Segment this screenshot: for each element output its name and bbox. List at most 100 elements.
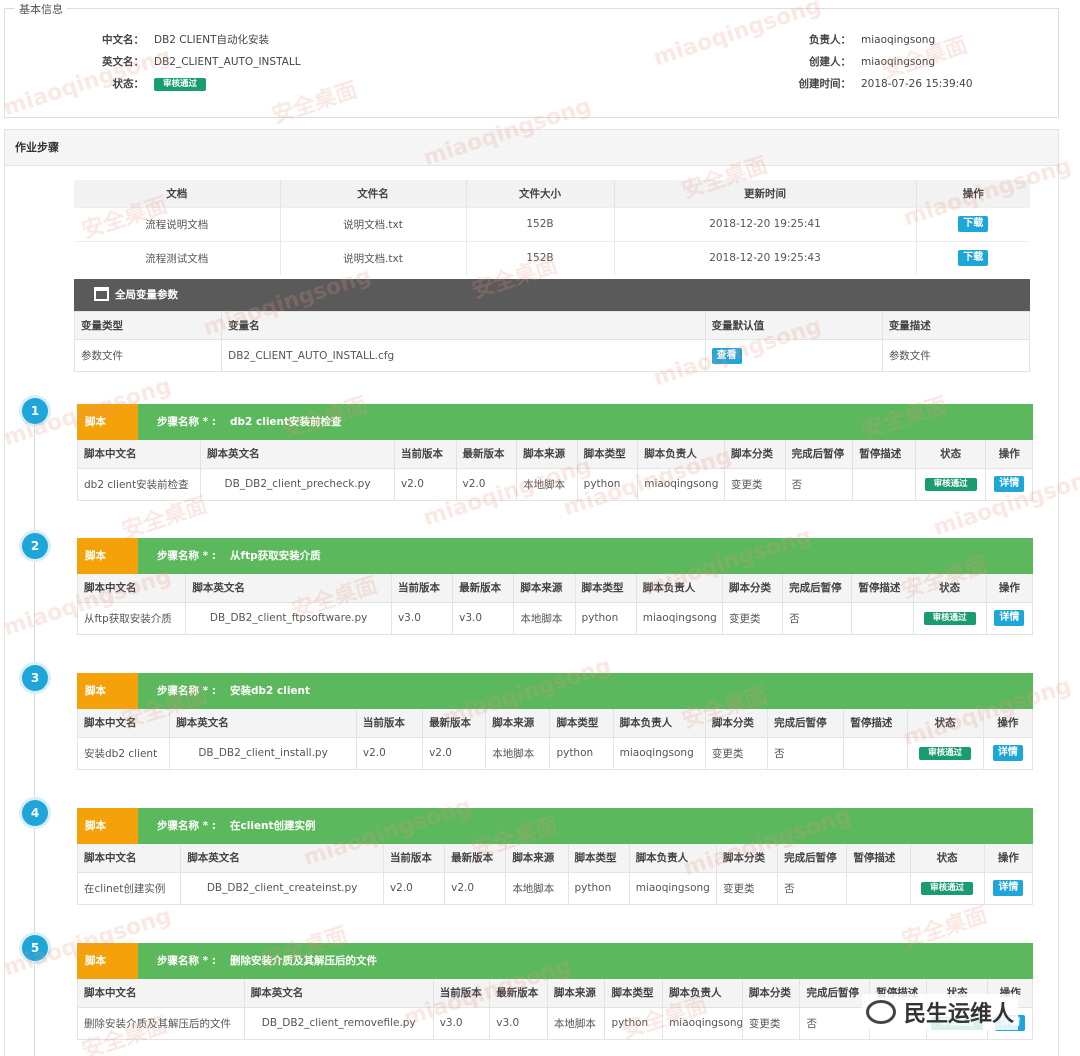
script-en-name-header: 脚本英文名 — [200, 440, 395, 468]
status-header: 状态 — [907, 709, 984, 737]
doc-name: 流程测试文档 — [74, 240, 281, 275]
status-header: 状态 — [910, 844, 985, 872]
script-category: 变更类 — [716, 871, 779, 904]
steps-panel-title: 作业步骤 — [5, 130, 1058, 166]
current-version-header: 当前版本 — [383, 844, 446, 872]
table-row: 安装db2 client DB_DB2_client_install.py v2.0… — [77, 736, 1033, 769]
step-name-label: 步骤名称 * : — [157, 685, 217, 697]
step-number-badge: 5 — [22, 935, 48, 961]
update-time: 2018-12-20 19:25:41 — [614, 206, 917, 241]
script-type: python — [575, 601, 637, 634]
step-script-table: 脚本中文名 脚本英文名 当前版本 最新版本 脚本来源 脚本类型 脚本负责人 脚本分类 完成后暂停… — [77, 440, 1033, 501]
detail-button[interactable]: 详情 — [994, 610, 1025, 626]
script-owner-header: 脚本负责人 — [636, 574, 723, 602]
latest-version-header: 最新版本 — [444, 844, 507, 872]
current-version-header: 当前版本 — [394, 440, 457, 468]
pause-desc-header: 暂停描述 — [846, 844, 911, 872]
script-type: python — [577, 467, 639, 500]
script-category-header: 脚本分类 — [724, 440, 786, 468]
table-row: 从ftp获取安装介质 DB_DB2_client_ftpsoftware.py v3… — [77, 601, 1033, 634]
view-button[interactable]: 查看 — [711, 347, 742, 364]
pause-after-header: 完成后暂停 — [767, 709, 845, 737]
script-tag: 脚本 — [77, 943, 138, 979]
pause-desc-header: 暂停描述 — [851, 574, 914, 602]
table-row: db2 client安装前检查 DB_DB2_client_precheck.py… — [77, 467, 1033, 500]
var-name: DB2_CLIENT_AUTO_INSTALL.cfg — [221, 339, 706, 372]
table-row: 流程说明文档 说明文档.txt 152B 2018-12-20 19:25:41… — [74, 206, 1030, 241]
script-cn-name: 在clinet创建实例 — [77, 871, 182, 904]
steps-panel: 作业步骤 — [4, 129, 1059, 1056]
script-type-header: 脚本类型 — [604, 979, 664, 1007]
script-type: python — [568, 871, 630, 904]
script-en-name: DB_DB2_client_install.py — [169, 736, 357, 769]
script-category-header: 脚本分类 — [705, 709, 769, 737]
step-script-table: 脚本中文名 脚本英文名 当前版本 最新版本 脚本来源 脚本类型 脚本负责人 脚本分类 完成后暂停… — [77, 979, 1033, 1040]
update-time: 2018-12-20 19:25:43 — [614, 240, 917, 275]
vars-header-row: 变量类型 变量名 变量默认值 变量描述 — [74, 311, 1031, 340]
creator-row: 创建人： miaoqingsong — [791, 53, 935, 71]
script-source: 本地脚本 — [513, 601, 576, 634]
script-type-header: 脚本类型 — [549, 709, 614, 737]
en-name-label: 英文名： — [102, 56, 144, 68]
step-title: 步骤名称 * : 安装db2 client — [157, 673, 310, 709]
detail-button[interactable]: 详情 — [992, 745, 1023, 761]
script-type-header: 脚本类型 — [577, 440, 639, 468]
script-source: 本地脚本 — [485, 736, 551, 769]
script-type-header: 脚本类型 — [575, 574, 637, 602]
script-cn-name-header: 脚本中文名 — [77, 440, 202, 468]
step-header-row: 脚本中文名 脚本英文名 当前版本 最新版本 脚本来源 脚本类型 脚本负责人 脚本分类 完成后暂停… — [77, 574, 1033, 602]
pause-after-header: 完成后暂停 — [799, 979, 871, 1007]
file-size: 152B — [466, 240, 615, 275]
step-header: 脚本 步骤名称 * : db2 client安装前检查 — [77, 404, 1033, 440]
detail-button[interactable]: 详情 — [994, 476, 1025, 492]
detail-button[interactable]: 详情 — [993, 880, 1024, 896]
current-version: v2.0 — [394, 467, 457, 500]
step-header-row: 脚本中文名 脚本英文名 当前版本 最新版本 脚本来源 脚本类型 脚本负责人 脚本分类 完成后暂停… — [77, 709, 1033, 737]
script-source: 本地脚本 — [547, 1006, 606, 1039]
owner-row: 负责人： miaoqingsong — [791, 31, 935, 49]
table-row: 参数文件 DB2_CLIENT_AUTO_INSTALL.cfg 查看 参数文件 — [74, 339, 1031, 372]
footer-logo-text: 民生运维人 — [904, 1002, 1015, 1027]
status-header: 状态 — [913, 574, 987, 602]
filename-col-header: 文件名 — [280, 180, 467, 207]
script-owner: miaoqingsong — [662, 1006, 743, 1039]
cn-name-value: DB2 CLIENT自动化安装 — [154, 34, 269, 46]
file-size: 152B — [466, 206, 615, 241]
pause-after: 否 — [799, 1006, 871, 1039]
current-version-header: 当前版本 — [433, 979, 491, 1007]
script-category: 变更类 — [705, 736, 769, 769]
step-number-badge: 2 — [22, 533, 48, 559]
pause-after: 否 — [785, 467, 854, 500]
latest-version: v2.0 — [422, 736, 487, 769]
latest-version: v3.0 — [452, 601, 515, 634]
doc-name: 流程说明文档 — [74, 206, 281, 241]
status-row: 状态： 审核通过 — [89, 75, 207, 93]
script-cn-name: 从ftp获取安装介质 — [77, 601, 187, 634]
script-cn-name: 安装db2 client — [77, 736, 171, 769]
created-value: 2018-07-26 15:39:40 — [861, 78, 973, 90]
latest-version: v2.0 — [444, 871, 507, 904]
table-row: 在clinet创建实例 DB_DB2_client_createinst.py v2… — [77, 871, 1033, 904]
step-name: db2 client安装前检查 — [230, 416, 342, 428]
basic-info-panel: 基本信息 中文名： DB2 CLIENT自动化安装 英文名： DB2_CLIENT_… — [4, 1, 1059, 118]
step-name: 在client创建实例 — [230, 820, 316, 832]
var-desc: 参数文件 — [882, 339, 1031, 372]
step-name-label: 步骤名称 * : — [157, 820, 217, 832]
step-number-badge: 3 — [22, 665, 48, 691]
script-en-name: DB_DB2_client_ftpsoftware.py — [185, 601, 392, 634]
en-name-value: DB2_CLIENT_AUTO_INSTALL — [154, 56, 301, 68]
step-block: 脚本 步骤名称 * : db2 client安装前检查 脚本中文名 脚本英文名 当前版本最… — [77, 404, 1033, 501]
latest-version-header: 最新版本 — [452, 574, 515, 602]
download-button[interactable]: 下载 — [958, 216, 989, 232]
action-header: 操作 — [983, 709, 1033, 737]
file-name: 说明文档.txt — [280, 206, 467, 241]
download-button[interactable]: 下载 — [958, 250, 989, 267]
step-name-label: 步骤名称 * : — [157, 416, 217, 428]
created-row: 创建时间： 2018-07-26 15:39:40 — [791, 75, 973, 93]
script-cn-name: 删除安装介质及其解压后的文件 — [77, 1006, 245, 1039]
latest-version: v2.0 — [456, 467, 518, 500]
step-title: 步骤名称 * : 从ftp获取安装介质 — [157, 538, 321, 574]
en-name-row: 英文名： DB2_CLIENT_AUTO_INSTALL — [89, 53, 301, 71]
status-label: 状态： — [112, 78, 145, 90]
step-name: 从ftp获取安装介质 — [230, 550, 321, 562]
